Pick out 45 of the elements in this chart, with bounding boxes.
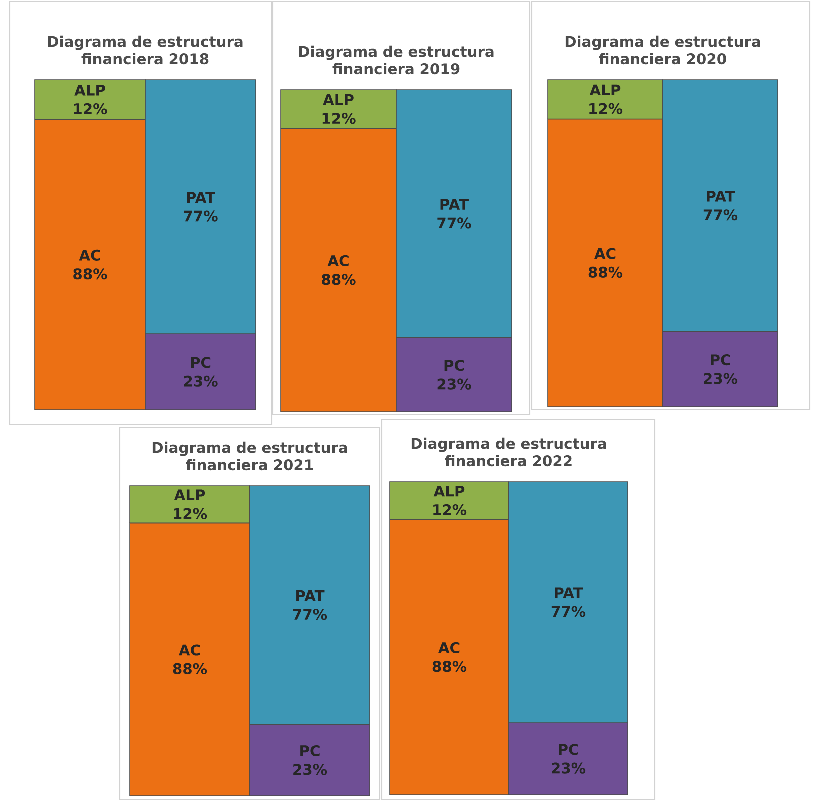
series-label: PC xyxy=(559,744,578,756)
series-label: PC xyxy=(444,360,464,372)
data-label: 77% xyxy=(552,606,586,618)
chart-title: Diagrama de estructura financiera 2021 xyxy=(152,442,348,471)
data-label: 23% xyxy=(438,378,472,390)
series-label: PAT xyxy=(296,590,325,602)
series-label: PC xyxy=(711,354,730,366)
series-label: PAT xyxy=(707,191,736,202)
series-label: ALP xyxy=(174,490,206,500)
data-label: 23% xyxy=(184,376,218,387)
series-label: AC xyxy=(179,644,200,656)
data-label: 23% xyxy=(294,764,328,776)
series-label: ALP xyxy=(590,84,621,96)
data-label: 12% xyxy=(174,508,208,520)
series-label: PAT xyxy=(555,588,584,598)
series-label: AC xyxy=(594,248,616,260)
chart-title: Diagrama de estructura financiera 2019 xyxy=(299,46,494,75)
data-label: 12% xyxy=(590,103,623,114)
series-label: AC xyxy=(328,255,349,267)
series-label: PC xyxy=(300,745,320,757)
data-label: 77% xyxy=(293,609,328,620)
series-label: ALP xyxy=(74,85,106,96)
data-label: 88% xyxy=(173,663,208,674)
series-label: ALP xyxy=(434,486,465,497)
data-label: 88% xyxy=(322,274,356,286)
data-label: 88% xyxy=(74,268,108,280)
series-label: AC xyxy=(79,250,100,261)
data-label: 12% xyxy=(74,103,108,115)
chart-title: Diagrama de estructura financiera 2018 xyxy=(48,36,243,65)
data-label: 88% xyxy=(432,661,467,672)
data-label: 77% xyxy=(704,210,738,221)
data-label: 88% xyxy=(588,266,623,278)
chart-title: Diagrama de estructura financiera 2020 xyxy=(566,36,760,65)
data-label: 23% xyxy=(552,762,586,774)
series-label: AC xyxy=(438,642,460,654)
data-label: 77% xyxy=(438,218,472,229)
series-label: PAT xyxy=(440,199,469,210)
data-label: 77% xyxy=(184,210,218,222)
chart-title: Diagrama de estructura financiera 2022 xyxy=(412,438,606,467)
series-label: PAT xyxy=(187,192,216,203)
data-label: 12% xyxy=(322,113,356,124)
data-label: 23% xyxy=(704,373,738,384)
series-label: ALP xyxy=(323,94,354,106)
series-label: PC xyxy=(191,357,211,368)
data-label: 12% xyxy=(434,504,467,516)
